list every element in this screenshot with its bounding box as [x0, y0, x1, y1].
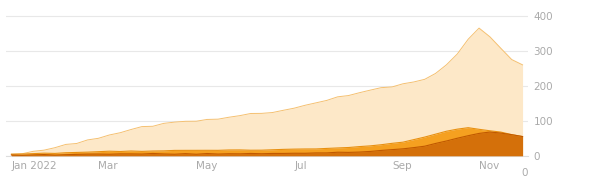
- Text: 0: 0: [521, 168, 528, 178]
